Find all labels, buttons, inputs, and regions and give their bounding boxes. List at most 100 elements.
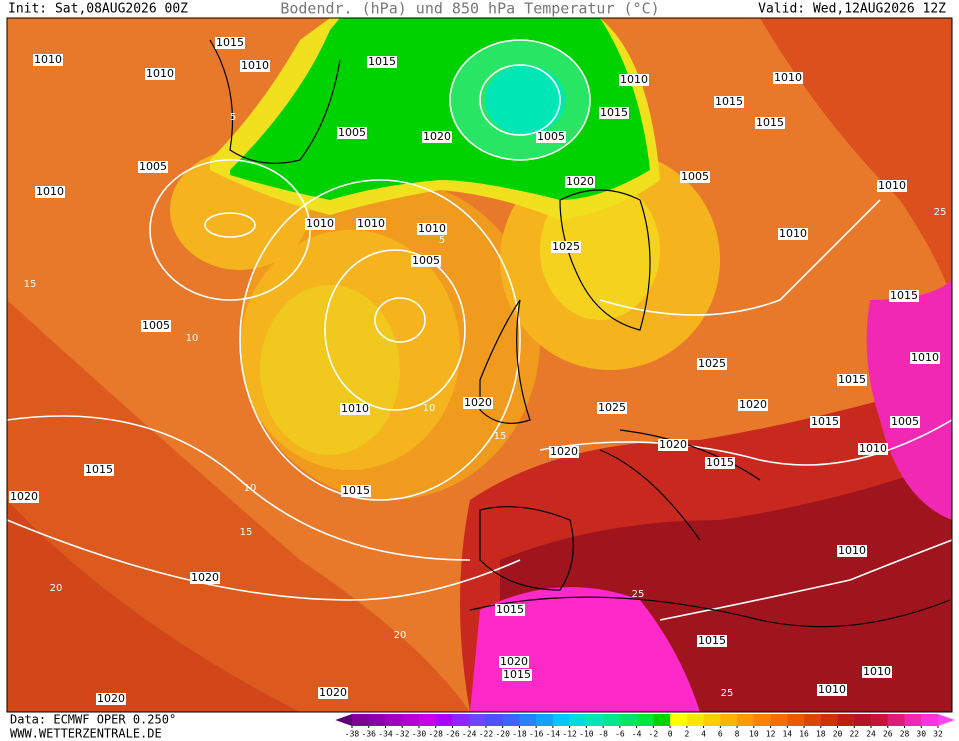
isobar-label-box	[597, 402, 627, 414]
colorbar-swatch	[552, 714, 570, 726]
isobar-label-box	[141, 320, 171, 332]
isobar-label: 1010	[779, 227, 807, 240]
isobar-label: 1010	[863, 665, 891, 678]
isobar-label-box	[817, 684, 847, 696]
isobar-label: 1005	[412, 254, 440, 267]
colorbar-tick-label: -22	[479, 730, 494, 739]
temperature-label: 10	[423, 403, 436, 414]
isobar-label: 1010	[241, 59, 269, 72]
isobar-label-box	[680, 171, 710, 183]
isobar-label: 1015	[811, 415, 839, 428]
temperature-label: 15	[494, 431, 507, 442]
isobar-label-box	[240, 60, 270, 72]
colorbar-tick-label: 22	[849, 730, 859, 739]
colorbar-swatch	[586, 714, 604, 726]
isobar-label-box	[738, 399, 768, 411]
colorbar-swatch	[469, 714, 487, 726]
isobar-label: 1020	[10, 490, 38, 503]
isobar-label-box	[549, 446, 579, 458]
map	[6, 17, 953, 713]
isobar-label-box	[422, 131, 452, 143]
isobar-label-box	[495, 604, 525, 616]
isobar-label-box	[858, 443, 888, 455]
isobar-label-box	[889, 290, 919, 302]
isobar-label: 1015	[368, 55, 396, 68]
colorbar-swatch	[536, 714, 554, 726]
isobar-label: 1015	[85, 463, 113, 476]
colorbar-tick-label: 8	[735, 730, 740, 739]
isobar-label-box	[810, 416, 840, 428]
colorbar-swatch	[871, 714, 889, 726]
colorbar-swatch	[368, 714, 386, 726]
colorbar-tick-label: 26	[883, 730, 893, 739]
colorbar-swatch	[787, 714, 805, 726]
isobar-label: 1010	[859, 442, 887, 455]
colorbar-swatch	[385, 714, 403, 726]
isobar-label: 1015	[838, 373, 866, 386]
colorbar-tick-label: -32	[395, 730, 410, 739]
temperature-label: 5	[439, 235, 445, 246]
colorbar-tick-label: 12	[766, 730, 776, 739]
colorbar-tick-label: -12	[562, 730, 577, 739]
website: WWW.WETTERZENTRALE.DE	[10, 727, 162, 741]
colorbar-tick-label: -2	[649, 730, 659, 739]
isobar-label: 1005	[891, 415, 919, 428]
isobar-label-box	[337, 127, 367, 139]
colorbar: -38 -36 -34 -32 -30 -28 -26 -24 -22 -20 -18 -16 -14-…	[335, 714, 955, 739]
isobar-label-box	[341, 485, 371, 497]
isobar-label-box	[145, 68, 175, 80]
colorbar-tick-label: 20	[833, 730, 843, 739]
isobar-label: 1015	[756, 116, 784, 129]
temperature-label: 25	[721, 688, 734, 699]
colorbar-swatch	[753, 714, 771, 726]
temperature-label: 15	[240, 527, 253, 538]
isobar-label-box	[619, 74, 649, 86]
colorbar-swatch	[887, 714, 905, 726]
isobar-label: 1010	[306, 217, 334, 230]
isobar-label-box	[318, 687, 348, 699]
temperature-label: 20	[394, 630, 407, 641]
isobar-label: 1025	[598, 401, 626, 414]
isobar-label: 1020	[550, 445, 578, 458]
isobar-label-box	[499, 656, 529, 668]
colorbar-swatch	[485, 714, 503, 726]
isobar-label: 1010	[36, 185, 64, 198]
isobar-label-box	[658, 439, 688, 451]
isobar-label: 1010	[911, 351, 939, 364]
coastlines	[209, 39, 951, 628]
isobar-label-box	[215, 37, 245, 49]
temperature-label: 10	[186, 333, 199, 344]
isobar-label: 1020	[500, 655, 528, 668]
isobar-label: 1015	[503, 668, 531, 681]
isobar-label: 1025	[698, 357, 726, 370]
isobar-label: 1020	[191, 571, 219, 584]
colorbar-tick-label: 14	[782, 730, 792, 739]
colorbar-swatch	[770, 714, 788, 726]
isobar-label: 1020	[566, 175, 594, 188]
colorbar-tick-label: 32	[933, 730, 943, 739]
colorbar-tick-label: 10	[749, 730, 759, 739]
colorbar-tick-label: -8	[598, 730, 608, 739]
isobar-label-box	[565, 176, 595, 188]
colorbar-swatch	[921, 714, 939, 726]
map-title: Bodendr. (hPa) und 850 hPa Temperatur (°…	[280, 0, 659, 18]
isobar-label: 1015	[890, 289, 918, 302]
colorbar-tick-label: -18	[512, 730, 527, 739]
isobar-label: 1005	[139, 160, 167, 173]
colorbar-swatch	[670, 714, 688, 726]
isobar-label-box	[837, 545, 867, 557]
isobar-label: 1010	[818, 683, 846, 696]
colorbar-swatch	[502, 714, 520, 726]
isobar-label: 1020	[739, 398, 767, 411]
isobar-label-box	[697, 358, 727, 370]
colorbar-arrow	[938, 714, 955, 726]
isobar-label: 1020	[319, 686, 347, 699]
isobar-label: 1010	[146, 67, 174, 80]
temperature-field	[760, 18, 952, 300]
isobar-label-box	[755, 117, 785, 129]
isobar-label-box	[356, 218, 386, 230]
isobar-label-box	[305, 218, 335, 230]
colorbar-swatch	[435, 714, 453, 726]
colorbar-swatch	[703, 714, 721, 726]
